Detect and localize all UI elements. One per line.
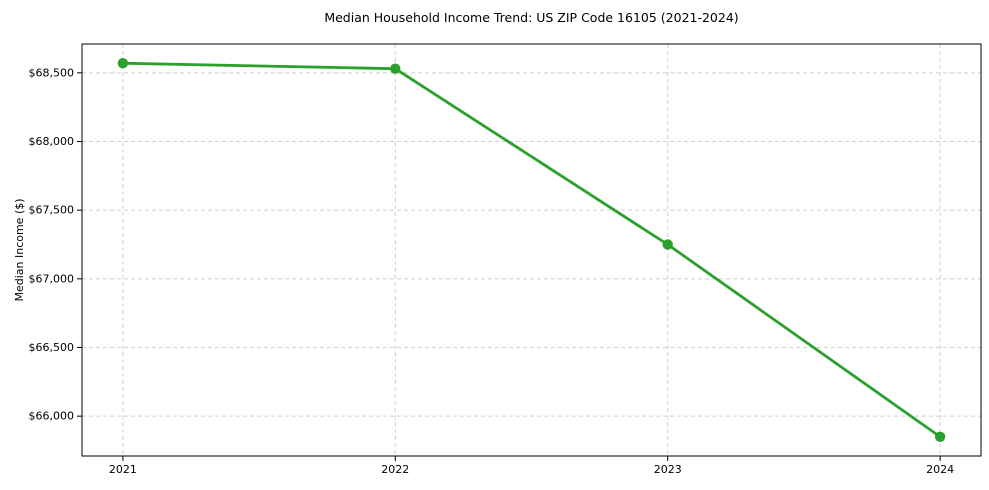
y-tick-label: $68,000: [29, 135, 75, 148]
y-tick-label: $66,500: [29, 341, 75, 354]
chart-title: Median Household Income Trend: US ZIP Co…: [324, 10, 738, 25]
y-axis-label: Median Income ($): [13, 198, 26, 301]
data-point: [390, 63, 401, 74]
x-tick-label: 2023: [654, 463, 682, 476]
data-point: [117, 58, 129, 69]
y-tick-label: $67,000: [29, 272, 75, 285]
series-layer: [117, 58, 946, 442]
x-tick-label: 2022: [381, 463, 409, 476]
x-tick-label: 2021: [109, 463, 137, 476]
gridlines: [82, 44, 981, 456]
y-tick-label: $67,500: [29, 204, 75, 217]
y-tick-label: $66,000: [29, 410, 75, 423]
axes: $66,000 $66,500 $67,000 $67,500 $68,000 $68,5…: [29, 43, 982, 476]
data-point: [662, 239, 673, 250]
data-point: [934, 431, 946, 442]
trend-line: [121, 61, 942, 439]
y-tick-label: $68,500: [29, 66, 75, 79]
x-tick-label: 2024: [926, 463, 954, 476]
plot-frame: [81, 43, 982, 457]
